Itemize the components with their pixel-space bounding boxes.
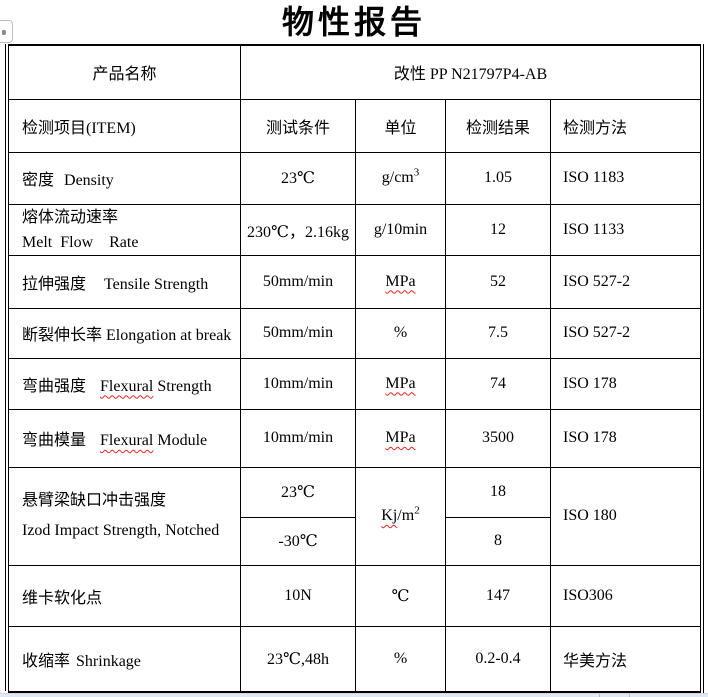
item-name-en: Flexural Module	[100, 432, 208, 449]
result-cell: 0.2-0.4	[445, 625, 551, 693]
table-row-product: 产品名称 改性 PP N21797P4-AB	[8, 44, 702, 100]
unit-cell: MPa	[355, 254, 446, 309]
item-cell: 拉伸强度 Tensile Strength	[8, 254, 241, 309]
item-name-cn: 弯曲模量	[22, 432, 87, 449]
condition-cell: 50mm/min	[240, 254, 356, 309]
item-cell: 密度 Density	[8, 151, 241, 205]
unit-cell: Kj/m2	[355, 466, 446, 566]
item-cell: 弯曲模量 Flexural Module	[8, 408, 241, 468]
table-row: 断裂伸长率 Elongation at break 50mm/min % 7.5 …	[8, 307, 702, 359]
item-name-cn: 拉伸强度	[22, 275, 87, 293]
table-row: 拉伸强度 Tensile Strength 50mm/min MPa 52 ISO…	[8, 254, 702, 309]
item-name-en: Izod Impact Strength, Notched	[22, 522, 220, 539]
method-cell: ISO 1183	[549, 151, 702, 205]
item-cell: 断裂伸长率 Elongation at break	[8, 307, 241, 359]
unit-cell: ℃	[355, 564, 446, 627]
product-name-value: 改性 PP N21797P4-AB	[239, 44, 702, 100]
method-cell: ISO 1133	[549, 203, 702, 256]
table-handle-button[interactable]	[0, 20, 13, 43]
condition-cell: 230℃，2.16kg	[240, 203, 356, 256]
table-row: 维卡软化点 10N ℃ 147 ISO306	[8, 564, 702, 627]
result-cell: 3500	[445, 408, 551, 468]
item-name-cn: 收缩率	[22, 652, 71, 670]
header-condition: 测试条件	[240, 98, 356, 153]
condition-cell: 23℃	[240, 151, 356, 205]
unit-cell: g/10min	[355, 203, 446, 256]
window-bottom-strip	[0, 693, 708, 697]
table-row: 弯曲模量 Flexural Module 10mm/min MPa 3500 IS…	[8, 408, 702, 468]
condition-cell: 10mm/min	[240, 357, 356, 410]
method-cell: ISO 178	[549, 357, 702, 410]
table-row: 熔体流动速率 Melt Flow Rate 230℃，2.16kg g/10min…	[8, 203, 702, 256]
item-name-en: Density	[64, 172, 114, 189]
result-cell: 52	[445, 254, 551, 309]
result-cell: 147	[445, 564, 551, 627]
page-margin-line-left	[5, 44, 6, 691]
condition-cell: -30℃	[240, 516, 356, 566]
header-item: 检测项目(ITEM)	[8, 98, 241, 153]
unit-cell: %	[355, 625, 446, 693]
item-name-en: Flexural Strength	[100, 377, 212, 395]
item-name-cn: 弯曲强度	[22, 377, 87, 395]
unit-cell: MPa	[355, 357, 446, 410]
table-row: 密度 Density 23℃ g/cm3 1.05 ISO 1183	[8, 151, 702, 205]
item-name-cn: 熔体流动速率	[22, 208, 119, 226]
result-cell: 74	[445, 357, 551, 410]
condition-cell: 10mm/min	[240, 408, 356, 468]
unit-cell: %	[355, 307, 446, 359]
condition-cell: 23℃,48h	[240, 625, 356, 693]
page-margin-line-right	[703, 44, 704, 694]
item-cell: 悬臂梁缺口冲击强度 Izod Impact Strength, Notched	[8, 466, 241, 566]
item-name-en: Shrinkage	[76, 652, 141, 670]
condition-cell: 50mm/min	[240, 307, 356, 359]
method-cell: ISO306	[549, 564, 702, 627]
result-cell: 12	[445, 203, 551, 256]
method-cell: ISO 180	[549, 466, 702, 566]
result-cell: 7.5	[445, 307, 551, 359]
result-cell: 18	[445, 466, 551, 518]
result-cell: 8	[445, 516, 551, 566]
item-cell: 弯曲强度 Flexural Strength	[8, 357, 241, 410]
condition-cell: 23℃	[240, 466, 356, 518]
table-row: 悬臂梁缺口冲击强度 Izod Impact Strength, Notched 2…	[8, 466, 702, 566]
unit-cell: g/cm3	[355, 151, 446, 205]
header-result: 检测结果	[445, 98, 551, 153]
item-name-cn: 密度	[22, 172, 55, 189]
item-name-cn: 悬臂梁缺口冲击强度	[22, 492, 167, 509]
result-cell: 1.05	[445, 151, 551, 205]
item-name-en: Tensile Strength	[104, 275, 209, 293]
item-name-cn: 维卡软化点	[22, 589, 103, 607]
header-unit: 单位	[355, 98, 446, 153]
method-cell: ISO 527-2	[549, 307, 702, 359]
item-cell: 熔体流动速率 Melt Flow Rate	[8, 203, 241, 256]
method-cell: 华美方法	[549, 625, 702, 693]
item-name-cn: 断裂伸长率	[22, 327, 103, 344]
table-header-row: 检测项目(ITEM) 测试条件 单位 检测结果 检测方法	[8, 98, 702, 153]
condition-cell: 10N	[240, 564, 356, 627]
method-cell: ISO 527-2	[549, 254, 702, 309]
item-name-en: Elongation at break	[106, 327, 232, 344]
item-cell: 收缩率 Shrinkage	[8, 625, 241, 693]
header-method: 检测方法	[549, 98, 702, 153]
item-name-en: Melt Flow Rate	[22, 233, 139, 251]
table-row: 弯曲强度 Flexural Strength 10mm/min MPa 74 IS…	[8, 357, 702, 410]
item-cell: 维卡软化点	[8, 564, 241, 627]
product-name-label: 产品名称	[8, 44, 241, 100]
method-cell: ISO 178	[549, 408, 702, 468]
handle-dot-icon	[2, 30, 6, 35]
properties-table: 产品名称 改性 PP N21797P4-AB 检测项目(ITEM) 测试条件 单…	[8, 44, 702, 693]
unit-cell: MPa	[355, 408, 446, 468]
table-row: 收缩率 Shrinkage 23℃,48h % 0.2-0.4 华美方法	[8, 625, 702, 693]
report-title: 物性报告	[281, 3, 426, 41]
